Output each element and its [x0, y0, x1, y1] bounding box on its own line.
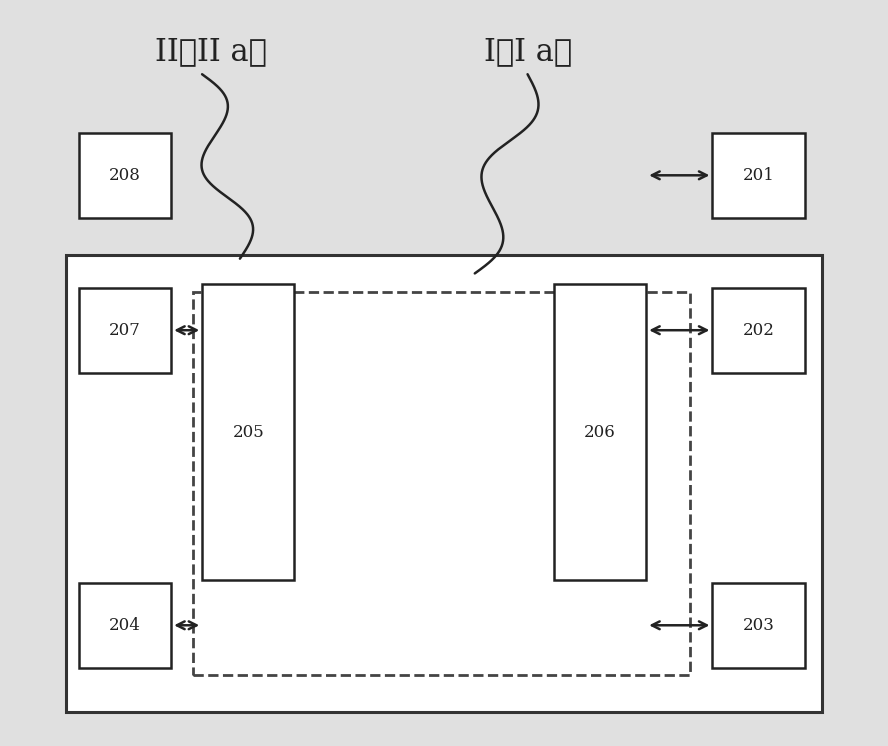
Bar — [712, 583, 805, 668]
Text: I（I a）: I（I a） — [483, 37, 572, 68]
Text: 203: 203 — [742, 617, 774, 634]
Text: 204: 204 — [109, 617, 141, 634]
Bar — [66, 255, 822, 712]
Text: II（II a）: II（II a） — [155, 37, 266, 68]
Bar — [712, 134, 805, 218]
Bar — [79, 583, 171, 668]
Bar — [554, 284, 646, 580]
Text: 207: 207 — [109, 322, 141, 339]
Bar — [194, 292, 690, 675]
Bar — [79, 288, 171, 373]
Text: 205: 205 — [233, 424, 264, 441]
Bar — [79, 134, 171, 218]
Text: 206: 206 — [584, 424, 616, 441]
Bar — [712, 288, 805, 373]
Text: 201: 201 — [742, 167, 774, 184]
Text: 202: 202 — [742, 322, 774, 339]
Bar — [202, 284, 295, 580]
Text: 208: 208 — [109, 167, 141, 184]
